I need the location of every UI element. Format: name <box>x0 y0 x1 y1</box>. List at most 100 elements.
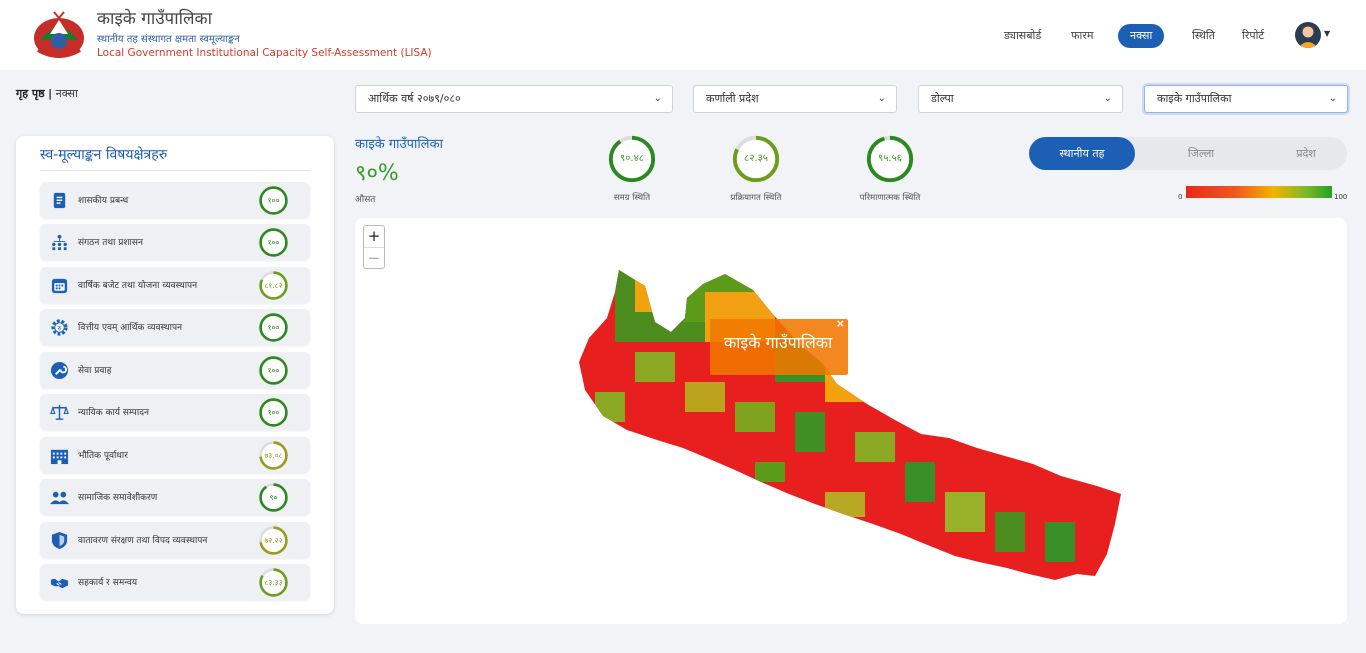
toggle-province[interactable]: प्रदेश <box>1296 147 1316 160</box>
area-score: ७३.०८ <box>264 451 283 460</box>
zoom-in-button[interactable]: + <box>367 227 381 245</box>
score-color-legend <box>1186 186 1332 198</box>
area-score-ring <box>259 313 288 342</box>
area-item[interactable]: सामाजिक समावेशीकरण ९० <box>40 479 310 515</box>
breadcrumb-home[interactable]: गृह पृष्ठ <box>16 87 45 100</box>
fiscal-year-select[interactable]: आर्थिक वर्ष २०७९/०८० ⌄ <box>355 85 673 113</box>
overall-score: ९०.४८ <box>620 153 644 164</box>
fiscal-year-value: आर्थिक वर्ष २०७९/०८० <box>368 92 461 105</box>
legend-min: 0 <box>1178 193 1183 201</box>
app-title: काइके गाउँपालिका <box>97 9 213 29</box>
area-item[interactable]: भौतिक पूर्वाधार ७३.०८ <box>40 437 310 473</box>
user-icon <box>1298 26 1318 48</box>
app-subtitle-np: स्थानीय तह संस्थागत क्षमता स्वमूल्याङ्कन <box>97 34 240 45</box>
area-score: ८३.३३ <box>264 578 283 587</box>
close-icon[interactable]: × <box>835 317 845 330</box>
area-score: ९० <box>269 493 278 502</box>
area-label: वार्षिक बजेट तथा योजना व्यवस्थापन <box>78 281 198 291</box>
procedural-score-ring <box>732 135 780 183</box>
breadcrumb: गृह पृष्ठ | नक्सा <box>16 86 78 101</box>
nav-report[interactable]: रिपोर्ट <box>1242 29 1264 42</box>
user-avatar[interactable] <box>1295 22 1321 48</box>
area-score-ring <box>259 356 288 385</box>
panel-divider <box>40 170 310 171</box>
org-chart-icon <box>52 234 67 251</box>
nav-form[interactable]: फारम <box>1071 29 1094 42</box>
quantitative-score: ९५.५६ <box>878 153 902 164</box>
procedural-score-label: प्रक्रियागत स्थिति <box>730 193 782 203</box>
quantitative-score-label: परिमाणात्मक स्थिति <box>859 193 921 203</box>
nepal-emblem-logo <box>34 11 84 58</box>
area-score-ring <box>259 568 288 597</box>
toggle-local-level[interactable]: स्थानीय तह <box>1029 137 1135 170</box>
area-item[interactable]: सहकार्य र समन्वय ८३.३३ <box>40 564 310 600</box>
area-item[interactable]: सेवा प्रवाह १०० <box>40 352 310 388</box>
area-label: शासकीय प्रबन्ध <box>78 196 129 206</box>
tooltip-municipality-name: काइके गाउँपालिका <box>724 333 833 352</box>
area-label: सामाजिक समावेशीकरण <box>78 493 158 503</box>
legend-max: 100 <box>1334 193 1348 201</box>
area-score-ring <box>259 186 288 215</box>
district-select[interactable]: डोल्पा ⌄ <box>918 85 1123 113</box>
province-select[interactable]: कर्णाली प्रदेश ⌄ <box>693 85 897 113</box>
area-score: १०० <box>267 323 280 332</box>
area-label: सेवा प्रवाह <box>78 366 112 376</box>
area-score-ring <box>259 483 288 512</box>
chevron-down-icon: ⌄ <box>653 93 662 104</box>
area-item[interactable]: शासकीय प्रबन्ध १०० <box>40 182 310 218</box>
money-gear-icon: रु <box>51 319 68 336</box>
area-score: १०० <box>267 238 280 247</box>
map-container[interactable]: + − <box>355 218 1347 624</box>
breadcrumb-current: नक्सा <box>55 87 78 100</box>
svg-text:रु: रु <box>58 324 63 332</box>
nepal-choropleth-map[interactable] <box>575 262 1135 622</box>
district-value: डोल्पा <box>931 92 954 105</box>
area-score-ring <box>259 271 288 300</box>
level-toggle[interactable]: स्थानीय तह जिल्ला प्रदेश <box>1029 137 1347 170</box>
area-score-ring <box>259 398 288 427</box>
area-score: ७२.२२ <box>264 536 283 545</box>
nav-dashboard[interactable]: ड्यासबोर्ड <box>1004 29 1042 42</box>
municipality-percent: ९०% <box>355 161 399 186</box>
area-score-ring <box>259 228 288 257</box>
shield-icon <box>51 531 68 550</box>
handshake-icon <box>50 578 69 589</box>
wrench-icon <box>50 361 69 380</box>
area-item[interactable]: वार्षिक बजेट तथा योजना व्यवस्थापन ८१.८२ <box>40 267 310 303</box>
map-tooltip: काइके गाउँपालिका × <box>710 317 848 375</box>
area-score-ring <box>259 441 288 470</box>
zoom-out-button[interactable]: − <box>364 247 384 268</box>
app-subtitle-en: Local Government Institutional Capacity … <box>97 47 432 59</box>
people-icon <box>50 491 69 505</box>
quantitative-score-ring <box>866 135 914 183</box>
municipality-select[interactable]: काइके गाउँपालिका ⌄ <box>1144 85 1348 113</box>
chevron-down-icon: ⌄ <box>1328 93 1337 104</box>
area-item[interactable]: रु वित्तीय एवम् आर्थिक व्यवस्थापन १०० <box>40 309 310 345</box>
breadcrumb-separator: | <box>48 87 53 100</box>
overall-score-label: समग्र स्थिति <box>613 193 651 203</box>
area-score: ८१.८२ <box>264 281 283 290</box>
nav-map[interactable]: नक्सा <box>1118 24 1165 48</box>
panel-title: स्व-मूल्याङ्कन विषयक्षेत्रहरु <box>40 147 168 163</box>
area-item[interactable]: वातावरण संरक्षण तथा विपद व्यवस्थापन ७२.२… <box>40 522 310 558</box>
area-label: संगठन तथा प्रशासन <box>78 238 143 248</box>
area-label: सहकार्य र समन्वय <box>78 578 138 588</box>
area-score-ring <box>259 526 288 555</box>
area-score: १०० <box>267 408 280 417</box>
area-label: भौतिक पूर्वाधार <box>78 451 128 461</box>
self-assessment-areas-panel: स्व-मूल्याङ्कन विषयक्षेत्रहरु शासकीय प्र… <box>16 136 334 614</box>
area-label: वातावरण संरक्षण तथा विपद व्यवस्थापन <box>78 536 208 546</box>
scale-icon <box>50 404 69 420</box>
chevron-down-icon: ⌄ <box>877 93 886 104</box>
area-item[interactable]: संगठन तथा प्रशासन १०० <box>40 224 310 260</box>
area-score: १०० <box>267 196 280 205</box>
map-regions[interactable] <box>575 262 1135 622</box>
nav-status[interactable]: स्थिति <box>1192 29 1216 42</box>
user-menu-chevron-icon[interactable]: ▼ <box>1324 29 1331 38</box>
municipality-value: काइके गाउँपालिका <box>1157 92 1232 105</box>
overall-score-ring <box>608 135 656 183</box>
toggle-district[interactable]: जिल्ला <box>1187 147 1215 160</box>
province-value: कर्णाली प्रदेश <box>706 92 759 105</box>
procedural-score: ८२.३५ <box>744 153 768 164</box>
area-item[interactable]: न्यायिक कार्य सम्पादन १०० <box>40 394 310 430</box>
